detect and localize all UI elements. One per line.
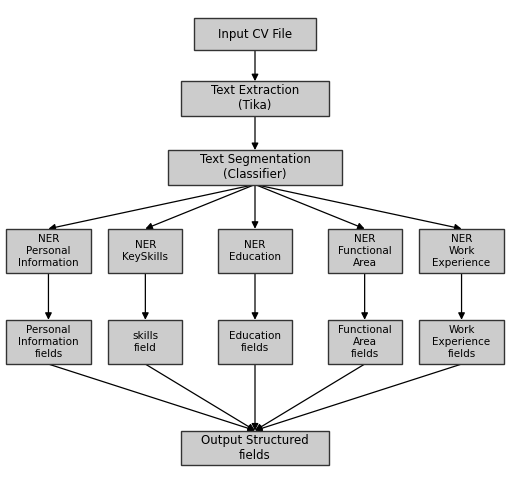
Text: Input CV File: Input CV File — [217, 28, 292, 41]
FancyBboxPatch shape — [218, 320, 291, 364]
Text: Output Structured
fields: Output Structured fields — [201, 434, 308, 461]
Text: skills
field: skills field — [132, 331, 158, 353]
FancyBboxPatch shape — [168, 150, 341, 184]
Text: NER
Work
Experience: NER Work Experience — [432, 234, 490, 268]
FancyBboxPatch shape — [108, 229, 182, 273]
Text: NER
Personal
Information: NER Personal Information — [18, 234, 78, 268]
FancyBboxPatch shape — [327, 229, 401, 273]
Text: NER
Functional
Area: NER Functional Area — [337, 234, 391, 268]
FancyBboxPatch shape — [327, 320, 401, 364]
FancyBboxPatch shape — [193, 18, 316, 50]
FancyBboxPatch shape — [419, 320, 503, 364]
FancyBboxPatch shape — [181, 430, 328, 465]
Text: Personal
Information
fields: Personal Information fields — [18, 325, 78, 359]
Text: Functional
Area
fields: Functional Area fields — [337, 325, 391, 359]
Text: Text Segmentation
(Classifier): Text Segmentation (Classifier) — [199, 154, 310, 181]
FancyBboxPatch shape — [6, 320, 91, 364]
Text: Text Extraction
(Tika): Text Extraction (Tika) — [210, 85, 299, 112]
FancyBboxPatch shape — [218, 229, 291, 273]
Text: NER
KeySkills: NER KeySkills — [122, 240, 168, 262]
FancyBboxPatch shape — [108, 320, 182, 364]
FancyBboxPatch shape — [6, 229, 91, 273]
FancyBboxPatch shape — [419, 229, 503, 273]
Text: Education
fields: Education fields — [229, 331, 280, 353]
FancyBboxPatch shape — [181, 81, 328, 116]
Text: NER
Education: NER Education — [229, 240, 280, 262]
Text: Work
Experience
fields: Work Experience fields — [432, 325, 490, 359]
